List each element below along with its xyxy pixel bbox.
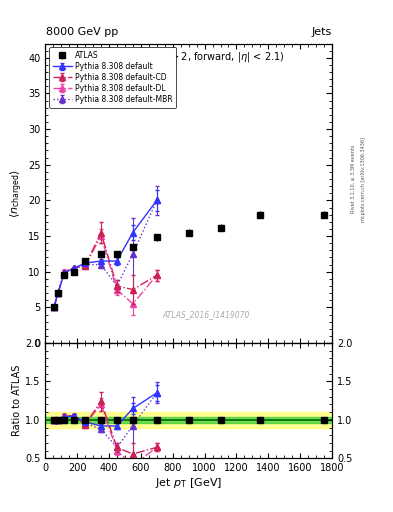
Text: Rivet 3.1.10, ≥ 3.3M events: Rivet 3.1.10, ≥ 3.3M events xyxy=(351,145,356,214)
Text: Jets: Jets xyxy=(312,27,332,37)
Y-axis label: Ratio to ATLAS: Ratio to ATLAS xyxy=(12,365,22,436)
Bar xyxy=(45,417,332,423)
Text: Average $N_{\rm ch}$ ($p_{\rm T}$$>$2, forward, $|\eta|$ < 2.1): Average $N_{\rm ch}$ ($p_{\rm T}$$>$2, f… xyxy=(92,50,285,63)
Text: 8000 GeV pp: 8000 GeV pp xyxy=(46,27,119,37)
X-axis label: Jet $p_{\rm T}$ [GeV]: Jet $p_{\rm T}$ [GeV] xyxy=(155,476,222,490)
Text: mcplots.cern.ch [arXiv:1306.3436]: mcplots.cern.ch [arXiv:1306.3436] xyxy=(361,137,366,222)
Legend: ATLAS, Pythia 8.308 default, Pythia 8.308 default-CD, Pythia 8.308 default-DL, P: ATLAS, Pythia 8.308 default, Pythia 8.30… xyxy=(49,47,176,108)
Bar xyxy=(45,412,332,428)
Y-axis label: $\langle n_{\rm charged} \rangle$: $\langle n_{\rm charged} \rangle$ xyxy=(9,169,25,218)
Text: ATLAS_2016_I1419070: ATLAS_2016_I1419070 xyxy=(162,310,250,319)
